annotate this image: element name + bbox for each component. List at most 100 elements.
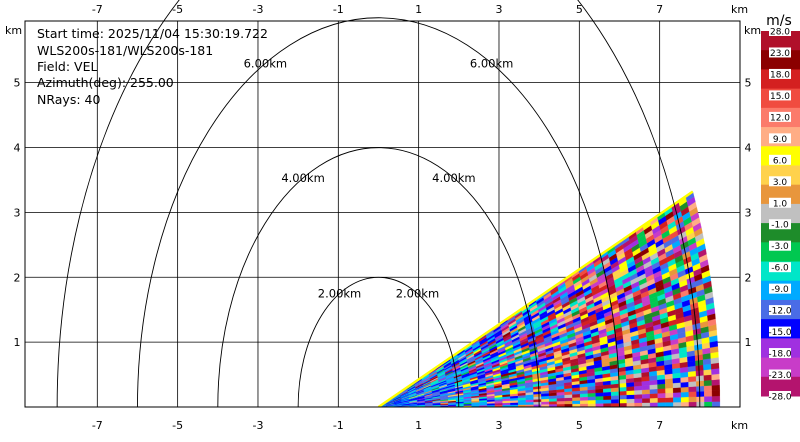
velocity-gate [611,388,619,392]
y-unit-label-left: km [5,24,22,37]
colorbar-label: -18.0 [768,350,792,360]
velocity-gate [642,398,650,403]
velocity-gate [697,396,705,401]
velocity-gate [557,398,565,401]
velocity-gate [604,400,612,404]
velocity-gate [627,395,635,399]
velocity-gate [611,403,619,407]
velocity-gate [665,383,673,388]
velocity-gate [673,392,681,397]
velocity-gate [596,400,604,404]
velocity-gate [689,397,697,402]
range-ring-label: 4.00km [432,171,475,185]
velocity-gate [580,400,588,404]
velocity-gate [534,402,542,405]
velocity-gate [697,402,705,407]
velocity-gate [666,397,674,402]
velocity-gate [658,398,666,403]
velocity-gate [696,386,704,392]
x-tick-label-bottom: 3 [495,419,502,432]
x-tick-label-bottom: -7 [92,419,103,432]
range-ring-label: 6.00km [470,56,513,70]
x-tick-label-top: 3 [495,3,502,16]
velocity-gate [603,392,611,396]
velocity-gate [689,402,697,407]
y-tick-label-left: 3 [14,206,21,219]
velocity-gate [712,374,720,380]
colorbar-label: 3.0 [773,178,788,188]
velocity-gate [689,381,697,387]
velocity-gate [635,398,643,402]
colorbar-label: -9.0 [771,285,789,295]
colorbar-label: 28.0 [770,28,790,38]
velocity-gate [712,396,720,402]
colorbar-label: -28.0 [768,393,792,403]
x-tick-label-top: -5 [172,3,183,16]
colorbar-bands [761,31,800,397]
x-tick-label-top: -1 [333,3,344,16]
velocity-gate [627,399,635,403]
x-tick-label-bottom: 7 [656,419,663,432]
velocity-gate [642,385,650,390]
velocity-gate [704,369,712,375]
velocity-gate [650,393,658,398]
velocity-colorbar: m/s 28.023.018.015.012.09.06.03.01.0-1.0… [761,13,800,403]
x-tick-label-bottom: -3 [252,419,263,432]
velocity-gate [596,403,604,407]
y-tick-label-right: 1 [745,336,752,349]
x-tick-label-bottom: 1 [415,419,422,432]
velocity-gate [712,379,720,385]
velocity-gate [681,382,689,388]
velocity-gate [658,402,666,407]
velocity-gate [681,397,689,402]
range-ring-label: 2.00km [318,287,361,301]
velocity-gate [634,390,642,395]
colorbar-label: 6.0 [773,156,788,166]
colorbar-label: -23.0 [768,371,792,381]
velocity-gate [642,403,650,407]
x-tick-label-top: 7 [656,3,663,16]
x-tick-label-bottom: -1 [333,419,344,432]
colorbar-label: -15.0 [768,328,792,338]
velocity-gate [688,376,696,382]
velocity-gate [603,396,611,400]
velocity-gate [704,385,712,391]
velocity-gate [681,377,689,383]
velocity-gate [580,397,588,401]
velocity-gate [704,396,712,402]
x-tick-label-top: 1 [415,3,422,16]
velocity-gate [627,386,635,391]
velocity-gate [689,392,697,397]
colorbar-label: 12.0 [770,113,790,123]
colorbar-label: 15.0 [770,92,790,102]
velocity-gate [665,388,673,393]
range-ring-label: 6.00km [244,56,287,70]
x-tick-label-bottom: -5 [172,419,183,432]
y-unit-label-right: km [744,24,761,37]
velocity-gate [596,396,604,400]
velocity-gate [681,392,689,397]
velocity-gate [712,385,720,391]
velocity-gate [696,375,704,381]
velocity-gate [673,402,681,407]
velocity-gate [642,389,650,394]
scan-info: Start time: 2025/11/04 15:30:19.722 WLS2… [37,26,268,107]
velocity-gate [704,380,712,386]
x-tick-label-bottom: 5 [576,419,583,432]
velocity-gate [696,370,704,376]
velocity-gate [704,391,712,397]
velocity-gate [627,390,635,395]
colorbar-label: -12.0 [768,307,792,317]
velocity-gate [526,402,534,405]
velocity-gate [689,386,697,392]
velocity-gate [650,403,658,408]
velocity-gate [572,401,580,404]
velocity-gate [697,391,705,397]
y-tick-label-right: 5 [745,77,752,90]
instrument-text: WLS200s-181/WLS200s-181 [37,43,213,58]
velocity-gate [619,399,627,403]
velocity-gate [712,402,720,408]
velocity-gate [565,401,573,404]
